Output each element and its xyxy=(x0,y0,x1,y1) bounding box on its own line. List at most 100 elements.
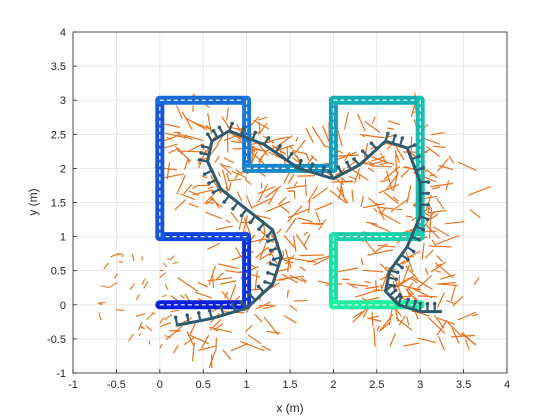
sensor-ray xyxy=(215,272,224,280)
sensor-ray xyxy=(259,242,267,259)
sensor-ray xyxy=(329,189,347,204)
sensor-ray xyxy=(375,243,388,252)
sensor-ray xyxy=(213,328,219,332)
sensor-ray xyxy=(222,169,229,191)
sensor-ray xyxy=(362,269,384,273)
sensor-ray xyxy=(254,313,263,323)
sensor-ray xyxy=(160,322,172,327)
sensor-ray xyxy=(473,277,480,286)
heading-arrow-tip xyxy=(421,166,426,170)
sensor-ray xyxy=(417,337,437,343)
sensor-ray xyxy=(286,289,289,298)
sensor-ray xyxy=(398,260,406,266)
sensor-ray xyxy=(401,260,410,265)
sensor-ray xyxy=(168,147,180,154)
x-tick-label: 0 xyxy=(157,379,163,391)
sensor-ray xyxy=(292,149,308,155)
y-tick-label: 4 xyxy=(60,27,66,39)
sensor-ray xyxy=(340,183,346,201)
sensor-ray xyxy=(170,309,180,313)
sensor-ray xyxy=(148,340,151,345)
sensor-ray xyxy=(146,313,154,321)
y-axis-label: y (m) xyxy=(26,188,40,215)
sensor-ray xyxy=(440,274,456,280)
sensor-ray xyxy=(194,291,213,299)
sensor-ray xyxy=(224,135,235,141)
sensor-ray xyxy=(242,215,248,232)
sensor-ray xyxy=(305,152,310,161)
sensor-ray xyxy=(386,174,398,190)
sensor-ray xyxy=(414,310,419,320)
sensor-ray xyxy=(188,203,199,208)
heading-arrow-tip xyxy=(222,200,227,204)
sensor-ray xyxy=(405,215,413,218)
sensor-ray xyxy=(185,117,207,131)
sensor-ray xyxy=(392,196,399,202)
sensor-ray xyxy=(370,315,380,319)
heading-arrow-tip xyxy=(248,292,252,297)
sensor-ray xyxy=(410,277,418,284)
sensor-ray xyxy=(289,305,298,312)
heading-arrow-tip xyxy=(400,136,405,140)
sensor-ray xyxy=(208,265,216,286)
sensor-ray xyxy=(277,197,287,205)
sensor-ray xyxy=(383,192,399,205)
sensor-ray xyxy=(405,166,415,171)
sensor-ray xyxy=(445,319,463,337)
x-tick-label: 2.5 xyxy=(369,379,384,391)
sensor-ray xyxy=(414,311,430,317)
heading-arrow-tip xyxy=(265,234,270,238)
sensor-ray xyxy=(240,341,265,352)
sensor-ray xyxy=(386,170,393,192)
sensor-ray xyxy=(274,135,293,149)
sensor-ray xyxy=(380,321,391,331)
sensor-ray xyxy=(257,183,269,203)
sensor-ray xyxy=(225,270,242,274)
heading-arrow-tip xyxy=(253,130,258,135)
y-tick-label: 1 xyxy=(60,232,66,244)
sensor-ray xyxy=(164,284,169,290)
sensor-ray xyxy=(244,178,252,185)
sensor-ray xyxy=(395,317,413,331)
sensor-ray xyxy=(161,295,167,297)
sensor-ray xyxy=(410,104,416,118)
sensor-ray xyxy=(258,304,273,307)
sensor-ray xyxy=(422,195,438,200)
sensor-ray xyxy=(448,155,455,164)
sensor-ray xyxy=(379,275,389,281)
sensor-ray xyxy=(181,111,193,131)
heading-arrow-tip xyxy=(207,181,211,186)
sensor-ray xyxy=(395,153,400,163)
heading-arrow-tip xyxy=(345,160,349,165)
sensor-ray xyxy=(215,225,234,231)
sensor-ray xyxy=(212,275,215,289)
sensor-ray xyxy=(109,282,118,288)
sensor-ray xyxy=(228,182,232,192)
sensor-ray xyxy=(303,231,309,236)
sensor-ray xyxy=(405,288,418,302)
sensor-ray xyxy=(293,181,298,187)
sensor-ray xyxy=(177,150,204,153)
y-tick-label: 2.5 xyxy=(51,129,66,141)
heading-arrow-tip xyxy=(266,239,270,244)
sensor-ray xyxy=(189,323,196,335)
sensor-ray xyxy=(129,283,135,290)
sensor-ray xyxy=(277,268,290,272)
sensor-ray xyxy=(100,285,110,289)
x-tick-label: -1 xyxy=(68,379,78,391)
sensor-ray xyxy=(412,277,433,290)
sensor-ray xyxy=(437,158,449,172)
sensor-ray xyxy=(178,150,184,155)
sensor-ray xyxy=(291,257,317,263)
heading-arrow-tip xyxy=(412,143,417,147)
heading-arrow-tip xyxy=(426,191,431,196)
sensor-ray xyxy=(469,209,481,219)
heading-arrow-tip xyxy=(269,261,273,266)
sensor-ray xyxy=(184,134,204,141)
sensor-ray xyxy=(311,126,325,146)
sensor-ray xyxy=(468,186,491,196)
x-tick-label: 3.5 xyxy=(456,379,471,391)
sensor-ray xyxy=(307,222,321,226)
sensor-ray xyxy=(276,228,282,234)
sensor-ray xyxy=(387,120,401,126)
